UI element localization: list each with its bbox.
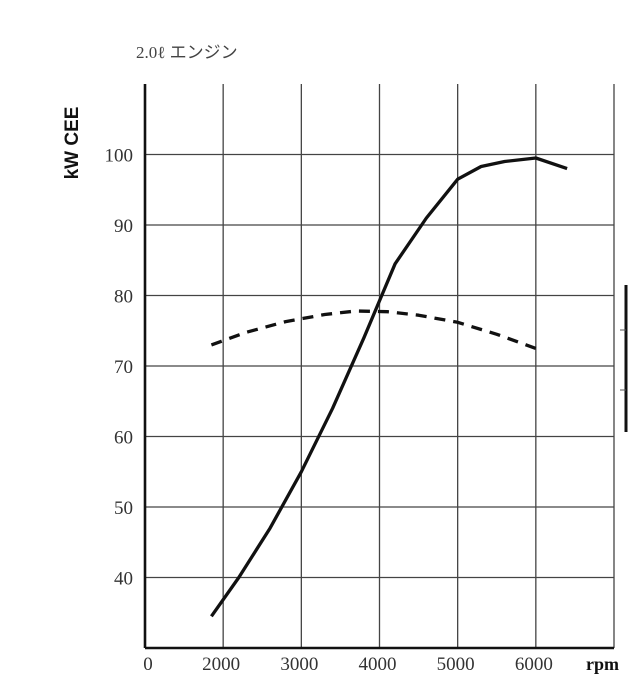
plot-frame xyxy=(143,84,614,650)
y-tick-labels: 40 50 60 70 80 90 100 xyxy=(105,146,134,590)
dashed-series-line xyxy=(210,309,541,352)
x-tick-label: 6000 xyxy=(515,654,553,675)
x-tick-labels: 2000 3000 4000 5000 6000 xyxy=(202,654,553,675)
y-tick-label: 90 xyxy=(114,216,133,237)
x-tick-label: 4000 xyxy=(359,654,397,675)
y-tick-label: 40 xyxy=(114,569,133,590)
solid-series-line xyxy=(210,156,568,618)
x-unit-label: rpm xyxy=(586,654,619,674)
series-group xyxy=(210,156,568,618)
x-tick-label: 3000 xyxy=(280,654,318,675)
x-tick-label: 2000 xyxy=(202,654,240,675)
chart-title: 2.0ℓ エンジン xyxy=(136,43,238,62)
y-tick-label: 60 xyxy=(114,428,133,449)
grid xyxy=(145,84,615,648)
y-tick-label: 70 xyxy=(114,357,133,378)
edge-marks xyxy=(620,285,628,432)
y-tick-label: 80 xyxy=(114,287,133,308)
y-axis-label: kW CEE xyxy=(62,107,83,180)
x-tick-label: 5000 xyxy=(437,654,475,675)
y-tick-label: 100 xyxy=(105,146,134,167)
y-tick-label: 50 xyxy=(114,498,133,519)
x-origin-label: 0 xyxy=(143,654,153,675)
